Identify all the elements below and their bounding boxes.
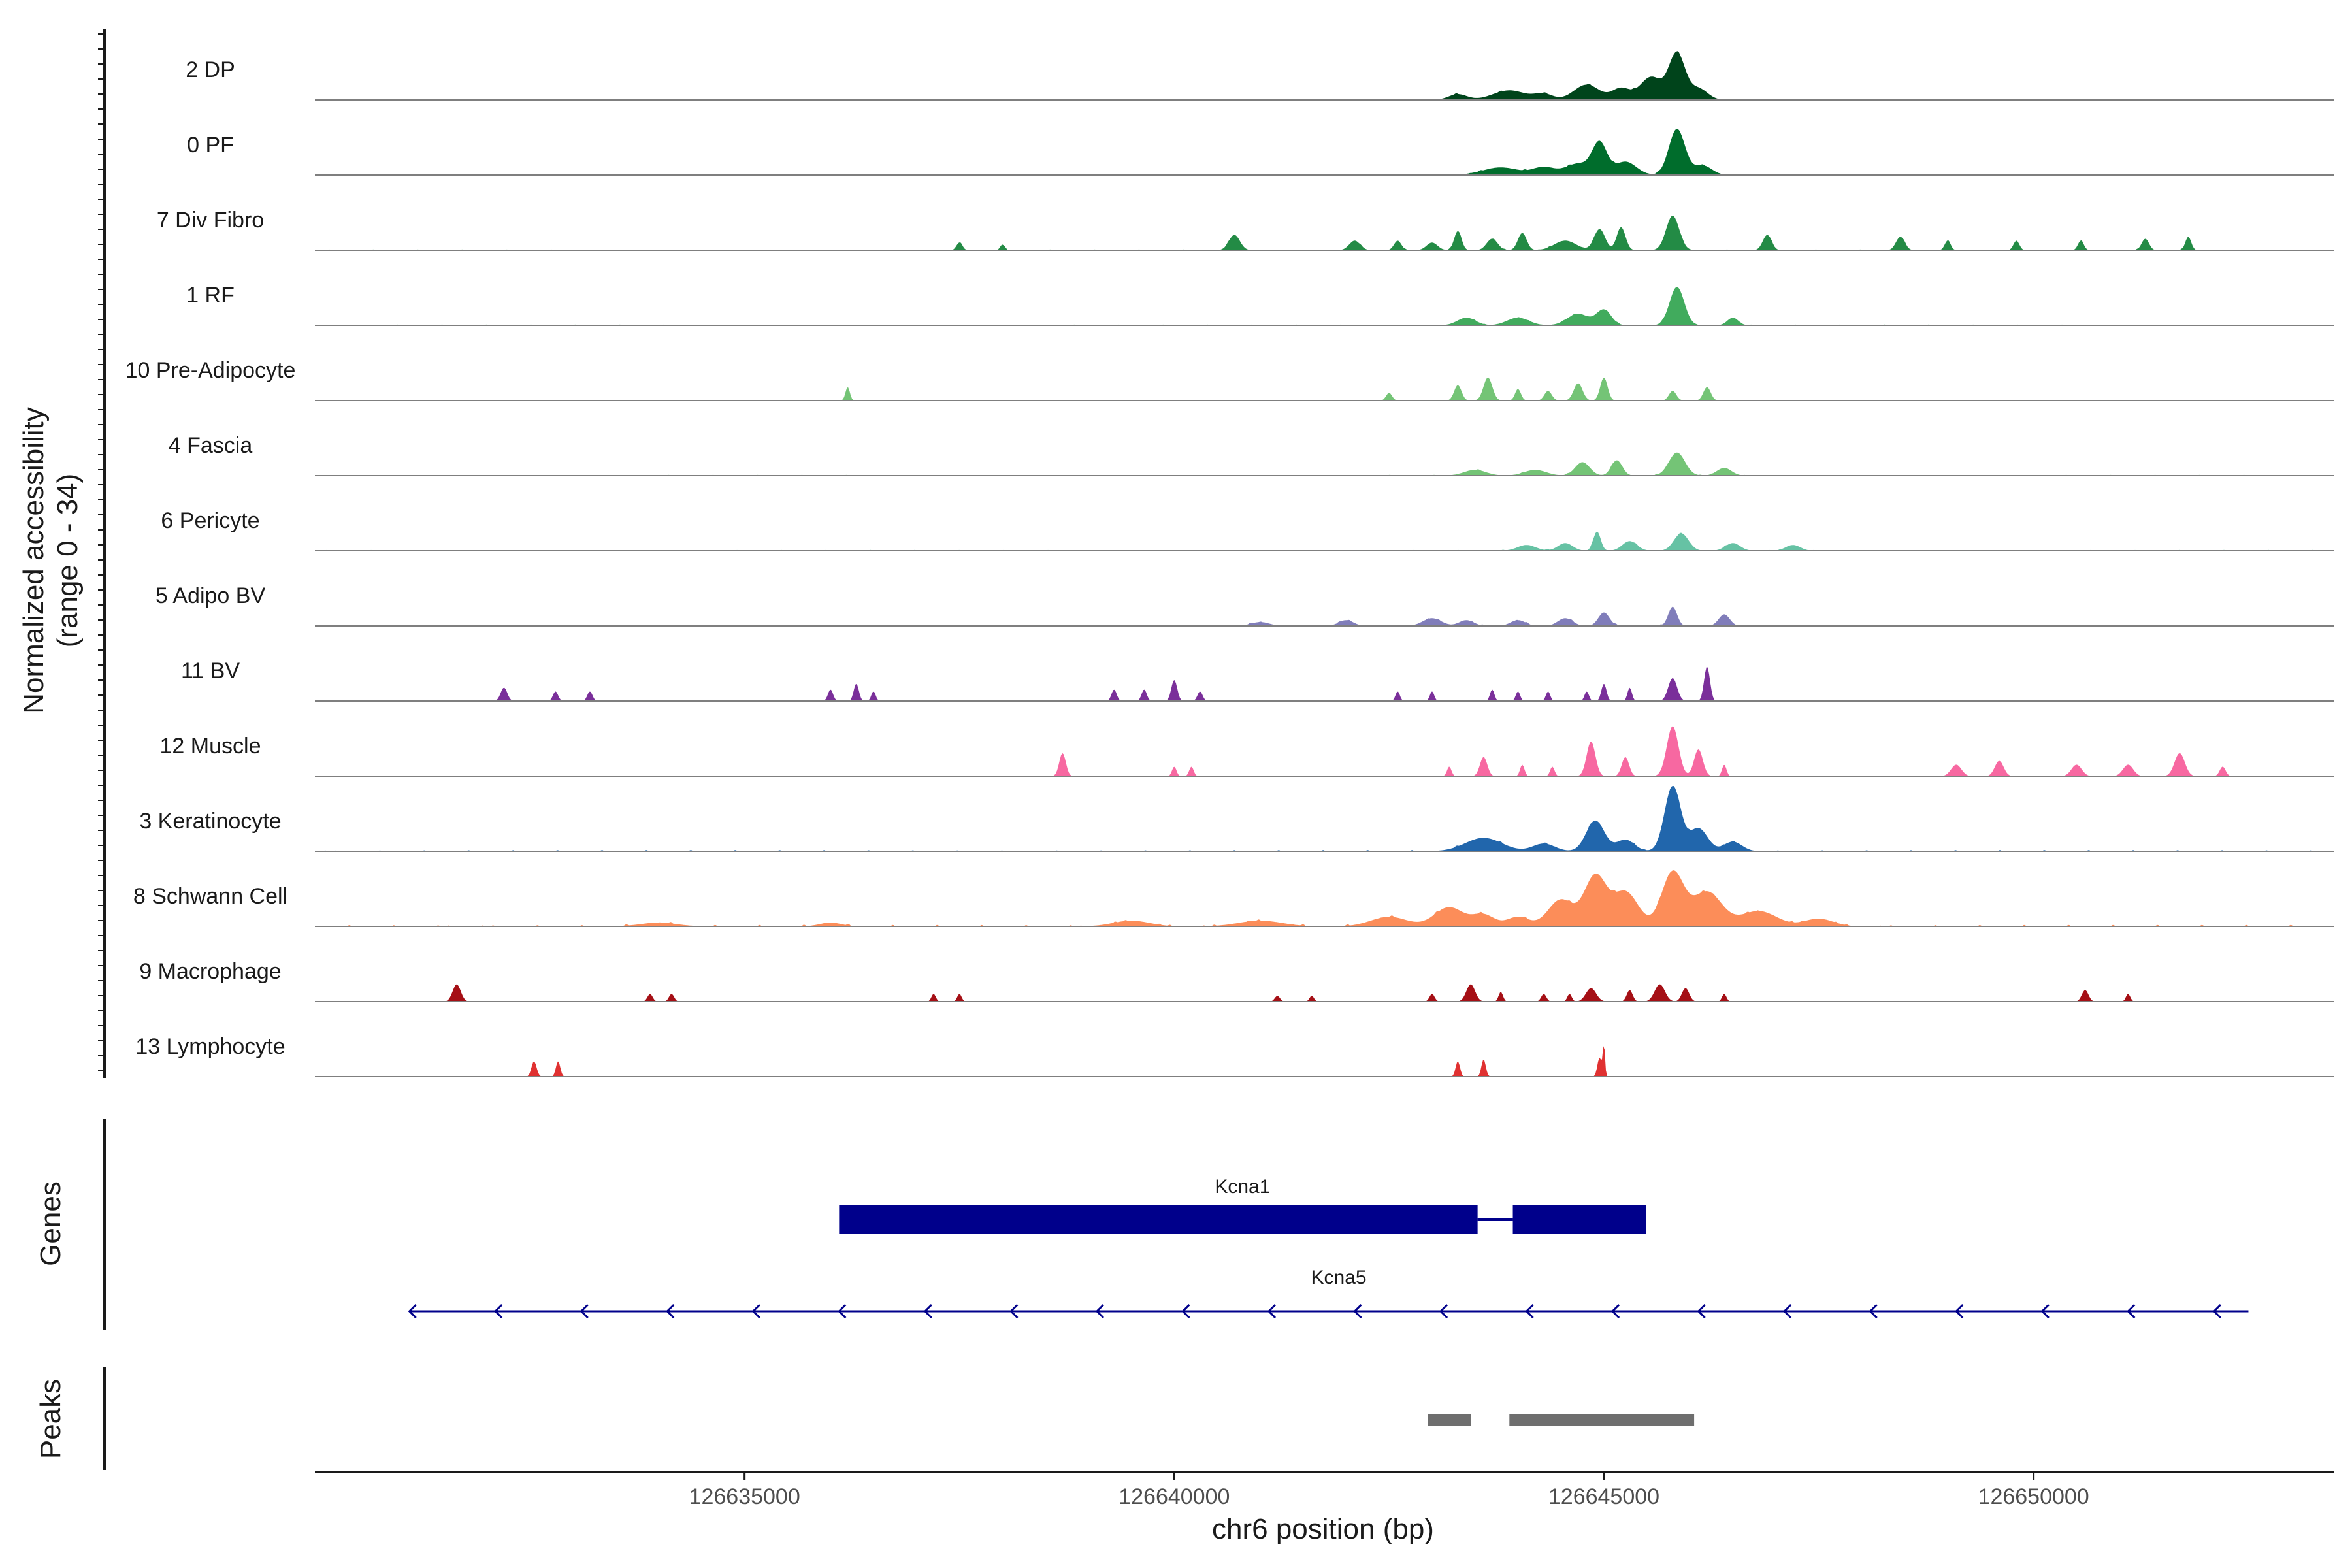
strand-arrow-icon: [1869, 1303, 1878, 1319]
track-label-4-fascia: 4 Fascia: [169, 433, 253, 458]
y-axis-title: Normalized accessibility: [18, 407, 50, 713]
x-axis-title: chr6 position (bp): [1212, 1513, 1434, 1545]
peak-region-2: [1509, 1414, 1695, 1426]
strand-arrow-icon: [2040, 1303, 2050, 1319]
y-axis-range: (range 0 - 34): [52, 474, 84, 648]
coverage-4-fascia: [315, 452, 2334, 476]
coverage-1-rf: [315, 287, 2334, 325]
coverage-8-schwann-cell: [315, 870, 2334, 926]
peaks-panel-title: Peaks: [35, 1379, 67, 1459]
peaks-layer: [1428, 1414, 1695, 1426]
x-axis-ticks: 126635000 126640000 126645000 126650000: [689, 1472, 2089, 1509]
gene-label-kcna1: Kcna1: [1215, 1176, 1270, 1198]
strand-arrow-icon: [408, 1303, 417, 1319]
genes-panel-title: Genes: [35, 1181, 67, 1266]
x-tick-label: 126650000: [1978, 1484, 2089, 1509]
gene-label-kcna5: Kcna5: [1311, 1267, 1367, 1288]
coverage-9-macrophage: [315, 984, 2334, 1002]
track-label-6-pericyte: 6 Pericyte: [161, 508, 259, 533]
track-label-5-adipo-bv: 5 Adipo BV: [155, 583, 266, 608]
strand-arrow-icon: [580, 1303, 589, 1319]
coverage-6-pericyte: [315, 531, 2334, 551]
coverage-11-bv: [315, 666, 2334, 701]
strand-arrow-icon: [1955, 1303, 1964, 1319]
coverage-5-adipo-bv: [315, 606, 2334, 626]
y-axis-ticks: [98, 33, 105, 1071]
genes-layer: Kcna1 Kcna5: [408, 1176, 2249, 1319]
strand-arrow-icon: [1611, 1303, 1620, 1319]
strand-arrow-icon: [1783, 1303, 1792, 1319]
strand-arrow-icon: [1095, 1303, 1105, 1319]
coverage-3-keratinocyte: [315, 786, 2334, 851]
track-label-2-dp: 2 DP: [186, 57, 235, 82]
x-tick-label: 126640000: [1119, 1484, 1230, 1509]
strand-arrow-icon: [1181, 1303, 1190, 1319]
strand-arrow-icon: [751, 1303, 760, 1319]
peak-region-1: [1428, 1414, 1471, 1426]
track-label-12-muscle: 12 Muscle: [160, 734, 261, 759]
track-labels: 2 DP 0 PF 7 Div Fibro 1 RF 10 Pre-Adipocyte 4…: [125, 57, 296, 1059]
track-label-3-keratinocyte: 3 Keratinocyte: [139, 809, 281, 834]
strand-arrow-icon: [1009, 1303, 1019, 1319]
coverage-10-pre-adipocyte: [315, 377, 2334, 400]
strand-arrow-icon: [1353, 1303, 1362, 1319]
x-tick-label: 126645000: [1548, 1484, 1659, 1509]
strand-arrow-icon: [494, 1303, 503, 1319]
track-label-9-macrophage: 9 Macrophage: [139, 959, 281, 984]
strand-arrow-icon: [923, 1303, 932, 1319]
track-label-11-bv: 11 BV: [181, 659, 240, 683]
strand-arrow-icon: [1439, 1303, 1448, 1319]
strand-arrow-icon: [1697, 1303, 1706, 1319]
coverage-13-lymphocyte: [315, 1046, 2334, 1077]
strand-arrow-icon: [1267, 1303, 1277, 1319]
coverage-12-muscle: [315, 726, 2334, 776]
strand-arrow-icon: [2127, 1303, 2136, 1319]
track-label-10-pre-adipocyte: 10 Pre-Adipocyte: [125, 358, 296, 383]
coverage-7-div-fibro: [315, 216, 2334, 250]
strand-arrow-icon: [838, 1303, 847, 1319]
gene-kcna1-exon-1: [839, 1205, 1478, 1234]
tracks-layer: [315, 51, 2334, 1077]
strand-arrow-icon: [2212, 1303, 2221, 1319]
gene-kcna1-exon-2: [1512, 1205, 1646, 1234]
track-label-7-div-fibro: 7 Div Fibro: [157, 208, 264, 233]
track-label-8-schwann-cell: 8 Schwann Cell: [133, 884, 287, 909]
coverage-0-pf: [315, 129, 2334, 175]
strand-arrow-icon: [666, 1303, 675, 1319]
track-label-13-lymphocyte: 13 Lymphocyte: [135, 1034, 285, 1059]
x-tick-label: 126635000: [689, 1484, 800, 1509]
coverage-2-dp: [315, 51, 2334, 100]
track-label-1-rf: 1 RF: [186, 283, 235, 308]
track-label-0-pf: 0 PF: [187, 133, 234, 157]
strand-arrow-icon: [1525, 1303, 1534, 1319]
